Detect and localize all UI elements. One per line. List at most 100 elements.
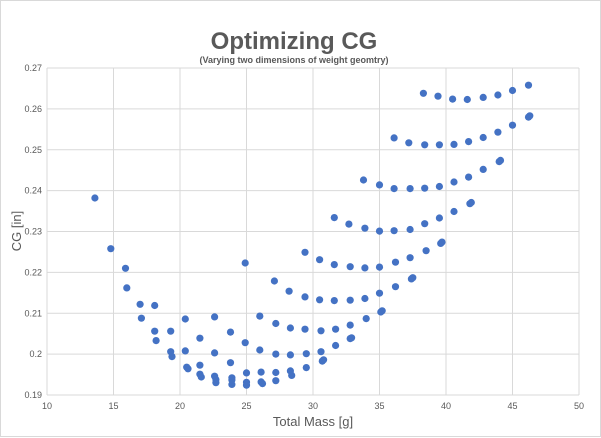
data-point bbox=[479, 93, 487, 101]
data-point bbox=[419, 89, 427, 97]
data-point bbox=[375, 263, 384, 271]
data-point bbox=[450, 207, 458, 216]
data-point bbox=[302, 350, 310, 358]
data-point bbox=[332, 325, 340, 333]
chart-title: Optimizing CG bbox=[211, 28, 378, 55]
y-tick-label: 0.19 bbox=[24, 390, 42, 400]
y-tick-label: 0.2 bbox=[29, 349, 42, 359]
data-point bbox=[123, 284, 131, 292]
data-point bbox=[450, 178, 458, 186]
data-point bbox=[151, 301, 159, 310]
data-point bbox=[526, 112, 534, 120]
data-point bbox=[479, 133, 487, 142]
x-tick-label: 35 bbox=[374, 401, 384, 411]
data-point bbox=[496, 156, 505, 164]
data-point bbox=[301, 248, 309, 256]
data-point bbox=[136, 300, 144, 308]
data-point bbox=[508, 86, 517, 95]
data-point bbox=[375, 227, 384, 235]
y-tick-label: 0.23 bbox=[24, 227, 42, 237]
data-point bbox=[91, 194, 99, 202]
data-point bbox=[524, 81, 533, 89]
data-point bbox=[378, 307, 386, 315]
data-point bbox=[361, 224, 369, 232]
data-point bbox=[435, 141, 443, 149]
y-axis-title: CG [in] bbox=[9, 211, 24, 251]
data-point bbox=[197, 373, 205, 381]
y-tick-label: 0.25 bbox=[24, 145, 42, 155]
data-point bbox=[272, 368, 280, 377]
data-point bbox=[242, 381, 251, 389]
data-point bbox=[330, 214, 338, 222]
data-point bbox=[167, 327, 175, 335]
chart-subtitle: (Varying two dimensions of weight geomtr… bbox=[199, 55, 388, 65]
data-point bbox=[421, 184, 429, 192]
data-point bbox=[494, 128, 502, 136]
x-tick-label: 10 bbox=[42, 401, 52, 411]
data-point bbox=[272, 377, 280, 385]
y-tick-label: 0.24 bbox=[24, 186, 42, 196]
data-point bbox=[391, 283, 400, 291]
data-point bbox=[479, 165, 487, 173]
data-point bbox=[226, 328, 235, 336]
data-point bbox=[256, 312, 264, 320]
y-tick-label: 0.26 bbox=[24, 104, 42, 114]
data-point bbox=[241, 259, 249, 267]
data-point bbox=[196, 361, 204, 369]
data-point bbox=[345, 220, 353, 228]
gridlines bbox=[46, 67, 580, 396]
data-point bbox=[330, 261, 338, 269]
data-point bbox=[168, 353, 176, 361]
data-point bbox=[435, 182, 443, 191]
data-point bbox=[362, 315, 370, 323]
data-points bbox=[91, 81, 534, 389]
data-point bbox=[212, 379, 220, 387]
data-point bbox=[181, 347, 189, 355]
y-tick-label: 0.22 bbox=[24, 267, 42, 277]
data-point bbox=[405, 139, 413, 147]
data-point bbox=[256, 346, 264, 354]
data-point bbox=[375, 289, 384, 297]
data-point bbox=[346, 296, 354, 304]
data-point bbox=[301, 293, 309, 301]
data-point bbox=[196, 334, 204, 342]
data-point bbox=[406, 254, 414, 262]
data-point bbox=[465, 173, 473, 181]
data-point bbox=[286, 351, 294, 359]
data-point bbox=[450, 140, 458, 148]
x-axis-title: Total Mass [g] bbox=[273, 414, 353, 429]
data-point bbox=[346, 263, 354, 271]
data-point bbox=[302, 364, 310, 372]
data-point bbox=[272, 350, 280, 358]
data-point bbox=[184, 365, 192, 373]
data-point bbox=[332, 341, 340, 350]
data-point bbox=[390, 134, 398, 142]
data-point bbox=[137, 314, 145, 322]
x-tick-label: 30 bbox=[308, 401, 318, 411]
data-point bbox=[286, 324, 294, 332]
x-tick-label: 15 bbox=[108, 401, 118, 411]
data-point bbox=[316, 256, 324, 264]
data-point bbox=[467, 198, 475, 207]
data-point bbox=[317, 327, 325, 335]
x-tick-label: 25 bbox=[241, 401, 251, 411]
data-point bbox=[317, 348, 325, 356]
data-point bbox=[494, 91, 502, 99]
data-point bbox=[346, 321, 354, 329]
data-point bbox=[409, 274, 417, 282]
data-point bbox=[258, 380, 267, 388]
data-point bbox=[508, 121, 517, 129]
data-point bbox=[421, 220, 429, 228]
data-point bbox=[301, 325, 309, 333]
data-point bbox=[152, 337, 160, 345]
data-point bbox=[406, 225, 414, 234]
data-point bbox=[406, 185, 414, 193]
data-point bbox=[285, 287, 293, 295]
data-point bbox=[228, 380, 236, 388]
data-point bbox=[181, 315, 189, 323]
data-point bbox=[449, 95, 457, 103]
data-point bbox=[226, 359, 235, 367]
data-point bbox=[257, 368, 265, 376]
